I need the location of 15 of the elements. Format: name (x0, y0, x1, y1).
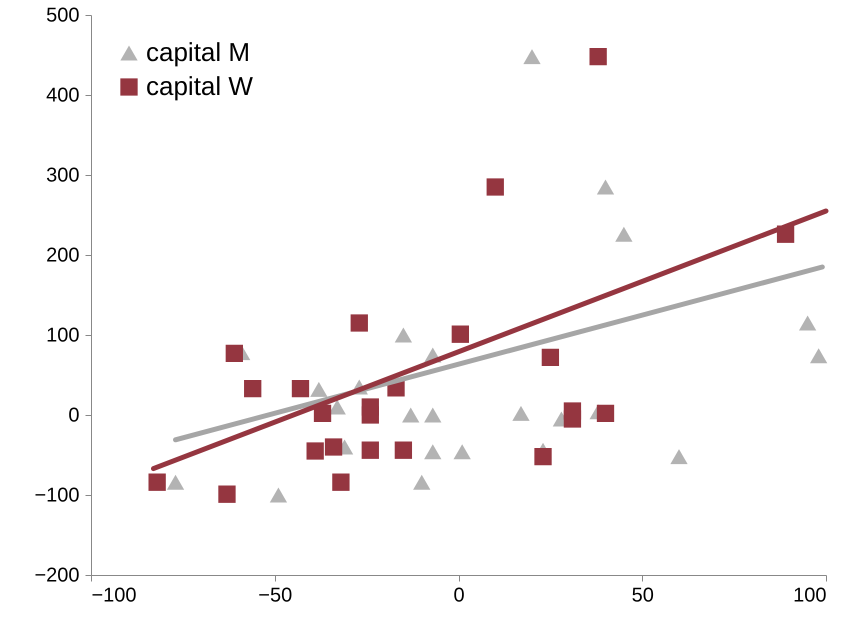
legend-label: capital M (146, 37, 250, 67)
x-tick-label: 50 (632, 584, 654, 606)
legend-label: capital W (146, 71, 254, 101)
y-tick-label: 100 (46, 324, 80, 346)
x-tick-label: −50 (258, 584, 292, 606)
y-tick-label: 300 (46, 164, 80, 186)
y-tick-label: 400 (46, 84, 80, 106)
x-tick-label: 0 (453, 584, 465, 606)
x-tick-label: 100 (793, 584, 826, 606)
x-tick-label: −100 (92, 584, 137, 606)
y-tick-label: −100 (34, 484, 80, 506)
y-tick-label: −200 (34, 564, 80, 586)
y-tick-label: 200 (46, 244, 80, 266)
y-tick-label: 0 (68, 404, 80, 426)
y-tick-label: 500 (46, 4, 80, 26)
